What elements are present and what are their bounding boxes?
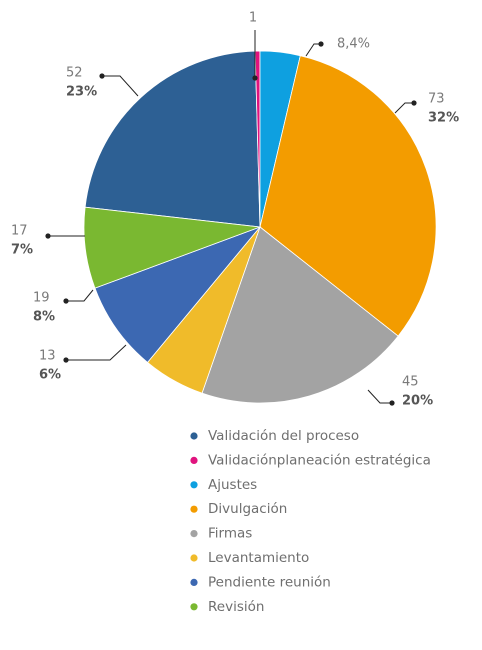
legend-label: Firmas — [208, 526, 252, 542]
legend-label: Pendiente reunión — [208, 574, 331, 590]
leader-dot — [99, 73, 105, 79]
legend-swatch — [190, 456, 198, 464]
legend-label: Revisión — [208, 599, 264, 615]
legend-label: Validaciónplaneación estratégica — [208, 452, 431, 468]
pie-slice — [94, 226, 262, 363]
value-label: 73 — [428, 92, 445, 107]
percent-label: 20% — [402, 394, 433, 409]
legend-label: Validación del proceso — [208, 428, 359, 444]
value-label: 17 — [11, 224, 28, 239]
value-label: 52 — [66, 66, 83, 81]
pie-slice — [83, 206, 261, 289]
legend-swatch — [190, 554, 198, 562]
legend-label: Levantamiento — [208, 550, 309, 566]
leader-dot — [63, 357, 69, 363]
legend-label: Divulgación — [208, 501, 287, 517]
leader-dot — [252, 75, 258, 81]
pie-slice — [259, 55, 437, 337]
leader-dot — [63, 298, 69, 304]
legend-swatch — [190, 481, 198, 489]
value-label: 13 — [39, 349, 56, 364]
percent-label: 32% — [428, 111, 459, 126]
leader-line — [66, 344, 127, 361]
value-label: 45 — [402, 375, 419, 390]
leader-line — [367, 389, 392, 404]
percent-label: 6% — [39, 368, 61, 383]
legend-swatch — [190, 603, 198, 611]
value-label: 1 — [249, 11, 257, 26]
leader-dot — [389, 400, 395, 406]
value-label: 8,4% — [337, 37, 370, 52]
leader-line — [66, 289, 94, 302]
leader-dot — [318, 41, 324, 47]
leader-dot — [411, 100, 417, 106]
percent-label: 7% — [11, 243, 33, 258]
leader-line — [305, 43, 321, 57]
pie-slice — [84, 50, 261, 228]
pie-slice — [201, 226, 399, 404]
leader-line — [102, 75, 139, 97]
percent-label: 23% — [66, 85, 97, 100]
leader-dot — [45, 233, 51, 239]
percent-label: 8% — [33, 310, 55, 325]
legend-label: Ajustes — [208, 477, 257, 493]
legend-swatch — [190, 432, 198, 440]
legend-swatch — [190, 505, 198, 513]
leader-line — [394, 102, 414, 114]
legend-swatch — [190, 578, 198, 587]
legend-swatch — [190, 530, 198, 538]
value-label: 19 — [33, 291, 50, 306]
